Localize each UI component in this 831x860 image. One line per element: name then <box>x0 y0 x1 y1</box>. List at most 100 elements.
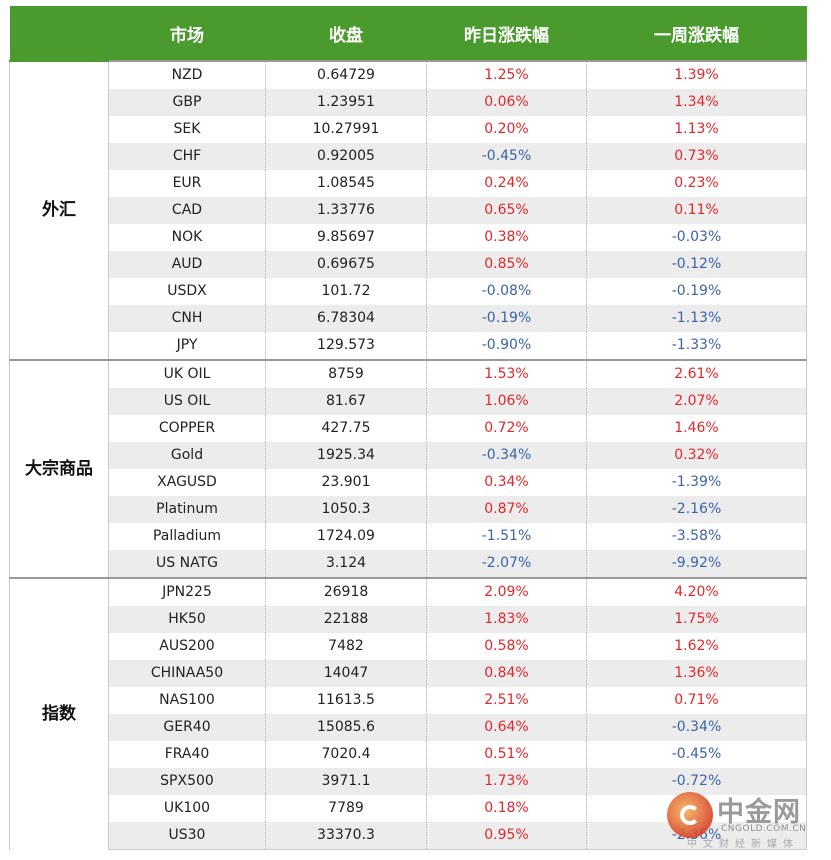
day-change-cell: 0.51% <box>426 741 587 768</box>
week-change-cell: 2.07% <box>586 388 807 415</box>
week-change-cell: 2.61% <box>586 359 807 388</box>
day-change-cell: 0.38% <box>426 224 587 251</box>
day-change-cell: -0.19% <box>426 305 587 332</box>
market-cell: AUS200 <box>159 638 215 654</box>
close-cell: 0.64729 <box>265 60 427 89</box>
close-cell: 101.72 <box>265 278 427 305</box>
week-change-cell: 0.32% <box>586 442 807 469</box>
week-change-cell: -0.12% <box>586 251 807 278</box>
day-change-cell: 2.09% <box>426 577 587 606</box>
day-change-cell: 0.85% <box>426 251 587 278</box>
week-change-cell: 1.46% <box>586 415 807 442</box>
day-change-cell: 0.84% <box>426 660 587 687</box>
week-change-cell: -0.45% <box>586 741 807 768</box>
market-cell: GBP <box>108 89 266 116</box>
market-cell: SEK <box>173 121 201 137</box>
day-change-cell: 0.58% <box>426 633 587 660</box>
market-summary-table-container: 市场 收盘 昨日涨跌幅 一周涨跌幅 外汇 NZD 0.64729 1.25% 1.39%… <box>9 6 807 850</box>
day-change-cell: -0.45% <box>426 143 587 170</box>
close-cell: 1050.3 <box>265 496 427 523</box>
table-body: 外汇 NZD 0.64729 1.25% 1.39% GBP 1.23951 0.06% 1.3… <box>9 60 807 850</box>
week-change-cell: -1.13% <box>586 305 807 332</box>
close-cell: 1.08545 <box>265 170 427 197</box>
week-change-cell: 4.20% <box>586 577 807 606</box>
header-week-change: 一周涨跌幅 <box>586 6 807 61</box>
day-change-cell: 0.95% <box>426 822 587 850</box>
watermark-subtitle: 中文财经新媒体 <box>687 839 799 850</box>
day-change-cell: 2.51% <box>426 687 587 714</box>
close-cell: 0.92005 <box>265 143 427 170</box>
cngold-logo-icon <box>667 792 713 838</box>
close-cell: 427.75 <box>265 415 427 442</box>
table-row: NAS100 11613.5 2.51% 0.71% <box>10 687 807 714</box>
close-cell: 8759 <box>265 359 427 388</box>
close-cell: 129.573 <box>265 332 427 361</box>
week-change-cell: 1.39% <box>586 60 807 89</box>
day-change-cell: -0.90% <box>426 332 587 361</box>
market-cell: CAD <box>108 197 266 224</box>
day-change-cell: 1.06% <box>426 388 587 415</box>
day-change-cell: 0.24% <box>426 170 587 197</box>
close-cell: 1.23951 <box>265 89 427 116</box>
table-row: US OIL 81.67 1.06% 2.07% <box>10 388 807 415</box>
market-cell: EUR <box>172 175 202 191</box>
market-cell: CNH <box>108 305 266 332</box>
watermark-title: 中金网 <box>717 797 801 828</box>
close-cell: 7789 <box>265 795 427 822</box>
market-cell: JPY <box>108 332 266 361</box>
week-change-cell: 0.23% <box>586 170 807 197</box>
day-change-cell: 1.83% <box>426 606 587 633</box>
day-change-cell: 0.87% <box>426 496 587 523</box>
table-row: Gold 1925.34 -0.34% 0.32% <box>10 442 807 469</box>
market-cell: FRA40 <box>164 746 210 762</box>
day-change-cell: 0.65% <box>426 197 587 224</box>
day-change-cell: 1.25% <box>426 60 587 89</box>
header-market: 市场 <box>108 6 266 61</box>
day-change-cell: -0.34% <box>426 442 587 469</box>
market-cell: GER40 <box>108 714 266 741</box>
market-cell: US OIL <box>108 388 266 415</box>
market-cell: UK OIL <box>108 359 266 388</box>
header-day-change: 昨日涨跌幅 <box>426 6 587 61</box>
category-label: 大宗商品 <box>9 359 109 578</box>
market-cell: USDX <box>167 283 207 299</box>
day-change-cell: 0.18% <box>426 795 587 822</box>
close-cell: 10.27991 <box>265 116 427 143</box>
day-change-cell: 0.72% <box>426 415 587 442</box>
market-cell: Gold <box>108 442 266 469</box>
market-cell: NZD <box>108 60 266 89</box>
day-change-cell: 1.53% <box>426 359 587 388</box>
day-change-cell: 0.34% <box>426 469 587 496</box>
market-cell: NOK <box>171 229 203 245</box>
week-change-cell: -0.34% <box>586 714 807 741</box>
table-row: COPPER 427.75 0.72% 1.46% <box>10 415 807 442</box>
close-cell: 0.69675 <box>265 251 427 278</box>
close-cell: 6.78304 <box>265 305 427 332</box>
table-row: CAD 1.33776 0.65% 0.11% <box>10 197 807 224</box>
week-change-cell: 1.62% <box>586 633 807 660</box>
category-label: 指数 <box>9 577 109 850</box>
close-cell: 1724.09 <box>265 523 427 550</box>
table-row: US NATG 3.124 -2.07% -9.92% <box>10 550 807 579</box>
table-row: 指数 JPN225 26918 2.09% 4.20% <box>9 577 807 850</box>
market-cell: US30 <box>108 822 266 850</box>
day-change-cell: 0.20% <box>426 116 587 143</box>
close-cell: 1.33776 <box>265 197 427 224</box>
market-cell: COPPER <box>158 420 216 436</box>
header-close: 收盘 <box>265 6 427 61</box>
header-category-blank <box>9 6 109 62</box>
market-cell: HK50 <box>108 606 266 633</box>
market-cell: CHINAA50 <box>108 660 266 687</box>
market-cell: AUD <box>108 251 266 278</box>
week-change-cell: -9.92% <box>586 550 807 579</box>
close-cell: 9.85697 <box>265 224 427 251</box>
table-row: CNH 6.78304 -0.19% -1.13% <box>10 305 807 332</box>
week-change-cell: 1.34% <box>586 89 807 116</box>
day-change-cell: -1.51% <box>426 523 587 550</box>
category-label: 外汇 <box>9 60 109 360</box>
close-cell: 81.67 <box>265 388 427 415</box>
week-change-cell: 1.13% <box>586 116 807 143</box>
table-row: Palladium 1724.09 -1.51% -3.58% <box>10 523 807 550</box>
week-change-cell: -0.19% <box>586 278 807 305</box>
